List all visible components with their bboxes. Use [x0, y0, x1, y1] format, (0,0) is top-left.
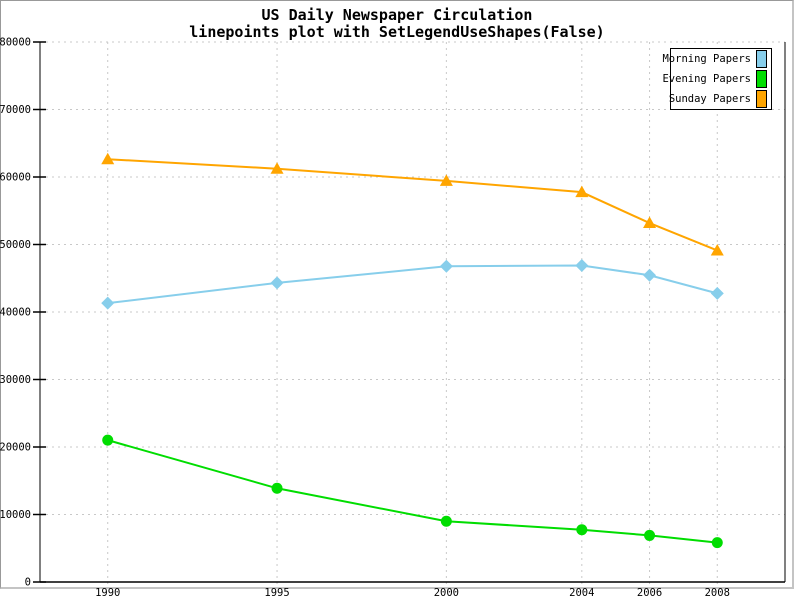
y-tick-label: 80000 — [0, 37, 31, 49]
legend-label-evening-papers: Evening Papers — [662, 73, 751, 85]
marker-circle-evening-papers — [711, 537, 723, 549]
y-tick-label: 60000 — [0, 172, 31, 184]
series-line-sunday-papers — [107, 158, 718, 252]
x-tick-label: 1995 — [264, 587, 289, 599]
x-tick-label: 2000 — [434, 587, 459, 599]
legend-item-sunday-papers: Sunday Papers — [668, 89, 771, 109]
chart-subtitle: linepoints plot with SetLegendUseShapes(… — [189, 23, 605, 41]
y-tick-label: 10000 — [0, 509, 31, 521]
marker-diamond-morning-papers — [270, 276, 284, 290]
legend-swatch-morning-papers — [756, 50, 767, 68]
x-tick-label: 2008 — [705, 587, 730, 599]
legend-swatch-sunday-papers — [756, 90, 767, 108]
image-border-frame — [0, 0, 794, 589]
marker-triangle-sunday-papers — [710, 243, 724, 256]
legend-item-morning-papers: Morning Papers — [662, 49, 771, 69]
legend: Morning Papers Evening Papers Sunday Pap… — [662, 48, 772, 110]
marker-circle-evening-papers — [102, 434, 114, 446]
x-tick-label: 2006 — [637, 587, 662, 599]
marker-triangle-sunday-papers — [575, 185, 589, 198]
legend-swatch-evening-papers — [756, 70, 767, 88]
y-tick-label: 30000 — [0, 374, 31, 386]
chart-title: US Daily Newspaper Circulation — [261, 6, 533, 24]
y-tick-label: 40000 — [0, 307, 31, 319]
series-line-evening-papers — [107, 439, 718, 544]
marker-circle-evening-papers — [440, 515, 452, 527]
marker-triangle-sunday-papers — [101, 152, 115, 165]
marker-circle-evening-papers — [271, 482, 283, 494]
marker-diamond-morning-papers — [439, 259, 453, 273]
marker-diamond-morning-papers — [101, 296, 115, 310]
x-tick-label: 2004 — [569, 587, 594, 599]
legend-label-morning-papers: Morning Papers — [662, 53, 751, 65]
marker-diamond-morning-papers — [643, 268, 657, 282]
y-tick-label: 0 — [25, 577, 31, 589]
marker-triangle-sunday-papers — [643, 216, 657, 229]
marker-circle-evening-papers — [644, 529, 656, 541]
y-tick-label: 70000 — [0, 104, 31, 116]
marker-circle-evening-papers — [576, 524, 588, 536]
y-tick-label: 20000 — [0, 442, 31, 454]
marker-triangle-sunday-papers — [270, 162, 284, 174]
marker-diamond-morning-papers — [710, 286, 724, 300]
y-tick-label: 50000 — [0, 239, 31, 251]
legend-item-evening-papers: Evening Papers — [662, 69, 771, 89]
series-line-morning-papers — [107, 264, 718, 305]
legend-label-sunday-papers: Sunday Papers — [668, 93, 751, 105]
marker-triangle-sunday-papers — [439, 174, 453, 186]
x-tick-label: 1990 — [95, 587, 120, 599]
marker-diamond-morning-papers — [575, 259, 589, 273]
